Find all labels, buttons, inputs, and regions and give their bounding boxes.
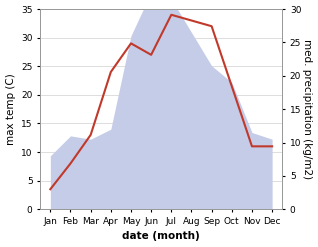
Y-axis label: max temp (C): max temp (C) — [5, 73, 16, 145]
Y-axis label: med. precipitation (kg/m2): med. precipitation (kg/m2) — [302, 39, 313, 179]
X-axis label: date (month): date (month) — [122, 231, 200, 242]
